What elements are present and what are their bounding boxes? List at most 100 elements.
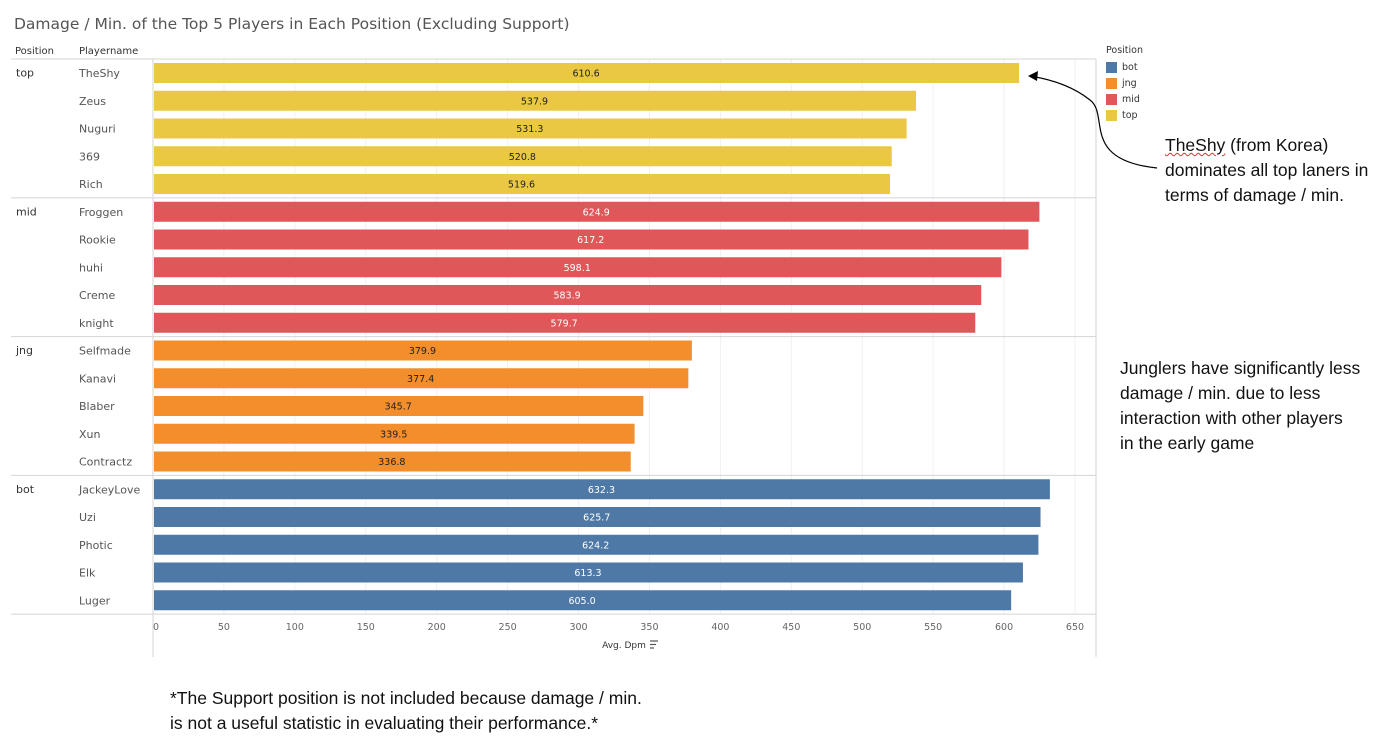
bar-Photic [154, 534, 1039, 555]
x-tick-label: 650 [1066, 622, 1084, 633]
bar-Rich [154, 174, 891, 194]
player-label: Contractz [79, 456, 132, 469]
player-label: TheShy [78, 67, 120, 80]
footnote-line2: is not a useful statistic in evaluating … [170, 713, 598, 733]
annotation-theshy-name: TheShy [1165, 135, 1226, 155]
player-label: Creme [79, 289, 115, 302]
legend-label: jng [1122, 77, 1137, 89]
player-label: Xun [79, 428, 101, 441]
legend-title: Position [1106, 45, 1143, 56]
data-label: 339.5 [380, 429, 407, 440]
legend-item-top[interactable]: top [1106, 107, 1143, 123]
data-label: 379.9 [409, 346, 436, 357]
legend-item-bot[interactable]: bot [1106, 59, 1143, 75]
x-tick-label: 250 [499, 622, 517, 633]
data-label: 613.3 [574, 568, 601, 579]
legend-swatch [1106, 93, 1117, 105]
x-tick-label: 50 [218, 622, 230, 633]
legend-label: top [1122, 109, 1138, 121]
x-tick-label: 100 [286, 622, 304, 633]
data-label: 579.7 [551, 318, 578, 329]
player-label: Rich [79, 178, 103, 191]
data-label: 605.0 [568, 596, 595, 607]
legend-swatch [1106, 109, 1117, 121]
bar-Froggen [154, 201, 1040, 222]
bar-Zeus [154, 90, 916, 111]
annotation-junglers-line1: Junglers have significantly less [1120, 358, 1361, 378]
player-label: Kanavi [79, 372, 116, 385]
x-tick-label: 400 [711, 622, 729, 633]
player-label: huhi [79, 261, 103, 274]
data-label: 583.9 [554, 291, 581, 302]
legend-label: mid [1122, 93, 1140, 105]
bar-Luger [154, 590, 1012, 611]
position-label-top: top [16, 67, 34, 80]
bar-JackeyLove [154, 479, 1050, 500]
data-label: 617.2 [577, 235, 604, 246]
chart-title: Damage / Min. of the Top 5 Players in Ea… [14, 15, 570, 33]
x-tick-label: 550 [924, 622, 942, 633]
annotation-theshy-line1: (from Korea) [1225, 135, 1329, 155]
player-label: 369 [79, 150, 100, 163]
bar-TheShy [154, 63, 1020, 83]
x-tick-label: 300 [569, 622, 587, 633]
legend-item-mid[interactable]: mid [1106, 91, 1143, 107]
data-label: 537.9 [521, 96, 548, 107]
player-label: knight [79, 317, 114, 330]
bar-Uzi [154, 507, 1041, 527]
bar-Xun [154, 423, 635, 444]
x-axis-label: Avg. Dpm [602, 641, 646, 651]
annotation-junglers: Junglers have significantly less damage … [1120, 356, 1360, 456]
footnote: *The Support position is not included be… [170, 686, 642, 736]
annotation-theshy-line3: terms of damage / min. [1165, 185, 1344, 205]
player-label: Luger [79, 594, 111, 607]
bar-Nuguri [154, 118, 907, 139]
x-tick-label: 200 [428, 622, 446, 633]
bar-369 [154, 146, 892, 167]
x-tick-label: 0 [153, 622, 159, 633]
data-label: 624.9 [583, 207, 610, 218]
data-label: 377.4 [407, 374, 434, 385]
data-label: 519.6 [508, 180, 535, 191]
legend-label: bot [1122, 61, 1138, 73]
position-label-mid: mid [16, 205, 37, 218]
position-label-jng: jng [15, 344, 33, 357]
bar-Contractz [154, 451, 631, 472]
x-tick-label: 450 [782, 622, 800, 633]
legend: Position bot jng mid top [1106, 45, 1143, 123]
legend-item-jng[interactable]: jng [1106, 75, 1143, 91]
playername-header[interactable]: Playername [79, 46, 139, 57]
data-label: 624.2 [582, 540, 609, 551]
x-tick-label: 350 [640, 622, 658, 633]
player-label: JackeyLove [78, 483, 140, 496]
data-label: 598.1 [564, 263, 591, 274]
x-tick-label: 150 [357, 622, 375, 633]
bar-Selfmade [154, 340, 692, 361]
legend-swatch [1106, 61, 1117, 73]
player-label: Selfmade [79, 345, 131, 358]
player-label: Rookie [79, 234, 116, 247]
bar-huhi [154, 257, 1002, 278]
position-header[interactable]: Position [15, 46, 54, 57]
bar-knight [154, 312, 976, 333]
annotation-junglers-line3: interaction with other players [1120, 408, 1343, 428]
legend-swatch [1106, 77, 1117, 89]
data-label: 345.7 [385, 402, 412, 413]
player-label: Froggen [79, 206, 123, 219]
player-label: Blaber [79, 400, 115, 413]
data-label: 625.7 [583, 513, 610, 524]
footnote-line1: *The Support position is not included be… [170, 688, 642, 708]
bar-Kanavi [154, 368, 689, 389]
data-label: 531.3 [516, 124, 543, 135]
data-label: 336.8 [378, 457, 405, 468]
x-tick-label: 500 [853, 622, 871, 633]
player-label: Elk [79, 567, 96, 580]
annotation-junglers-line4: in the early game [1120, 433, 1255, 453]
annotation-junglers-line2: damage / min. due to less [1120, 383, 1321, 403]
data-label: 520.8 [509, 152, 536, 163]
data-label: 610.6 [572, 69, 599, 80]
annotation-theshy: TheShy (from Korea) dominates all top la… [1165, 133, 1368, 208]
player-label: Nuguri [79, 123, 116, 136]
